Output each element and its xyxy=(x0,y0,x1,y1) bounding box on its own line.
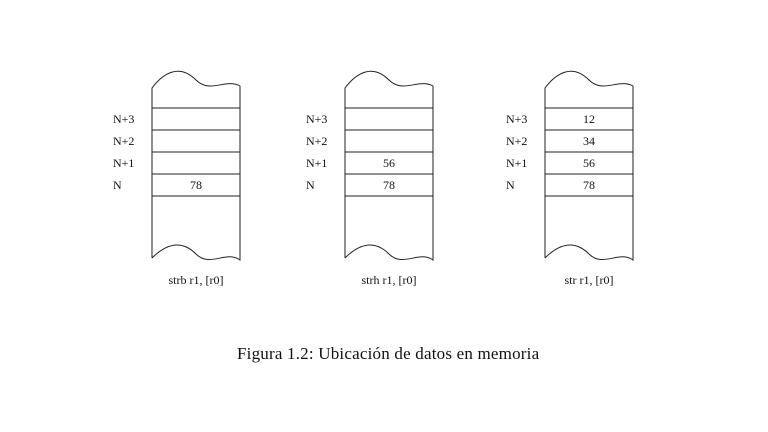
address-label: N+1 xyxy=(306,156,327,170)
address-label: N+1 xyxy=(506,156,527,170)
memory-cell-value: 78 xyxy=(383,178,395,192)
memory-column-3: N+3 12 N+2 34 N+1 56 N 78 str r1, [r0] xyxy=(506,70,634,287)
memory-cell-value: 56 xyxy=(383,156,395,170)
figure-caption: Figura 1.2: Ubicación de datos en memori… xyxy=(237,344,540,363)
address-label: N+2 xyxy=(506,134,527,148)
address-label: N+3 xyxy=(113,112,134,126)
address-label: N+2 xyxy=(113,134,134,148)
memory-cell-value: 56 xyxy=(583,156,595,170)
address-label: N+3 xyxy=(306,112,327,126)
instruction-label: strh r1, [r0] xyxy=(362,273,417,287)
address-label: N+1 xyxy=(113,156,134,170)
memory-columns: N+3 N+2 N+1 N 78 strb r1, [r0] N+3 N+2 N+1 56 N 78 s… xyxy=(113,70,634,287)
address-label: N+3 xyxy=(506,112,527,126)
address-label: N xyxy=(113,178,122,192)
memory-column-1: N+3 N+2 N+1 N 78 strb r1, [r0] xyxy=(113,70,241,287)
memory-cell-value: 78 xyxy=(190,178,202,192)
memory-cell-value: 12 xyxy=(583,112,595,126)
memory-cell-value: 34 xyxy=(583,134,595,148)
address-label: N xyxy=(506,178,515,192)
memory-block-outline xyxy=(344,70,434,261)
address-label: N xyxy=(306,178,315,192)
memory-column-2: N+3 N+2 N+1 56 N 78 strh r1, [r0] xyxy=(306,70,434,287)
instruction-label: str r1, [r0] xyxy=(565,273,614,287)
memory-block-outline xyxy=(151,70,241,261)
memory-block-outline xyxy=(544,70,634,261)
instruction-label: strb r1, [r0] xyxy=(169,273,224,287)
address-label: N+2 xyxy=(306,134,327,148)
memory-cell-value: 78 xyxy=(583,178,595,192)
